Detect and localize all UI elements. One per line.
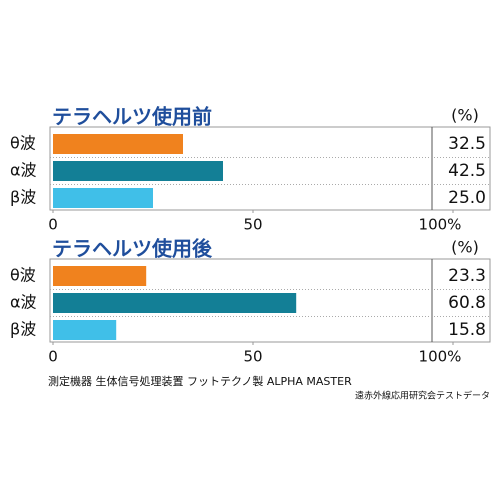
bar bbox=[53, 188, 153, 208]
bar bbox=[53, 320, 117, 340]
value-label: 42.5 bbox=[448, 161, 486, 181]
footer-source: 遠赤外線応用研究会テストデータ bbox=[355, 390, 490, 402]
value-label: 23.3 bbox=[448, 266, 486, 286]
bar bbox=[53, 266, 147, 286]
x-tick-label: 50 bbox=[243, 216, 262, 234]
category-label: β波 bbox=[10, 320, 36, 339]
chart-title: テラヘルツ使用後 bbox=[52, 237, 213, 261]
plot-frame bbox=[49, 258, 491, 343]
category-label: θ波 bbox=[10, 134, 36, 153]
value-label: 15.8 bbox=[448, 320, 486, 340]
category-label: β波 bbox=[10, 188, 36, 207]
x-tick-label: 0 bbox=[48, 348, 58, 366]
plot-frame bbox=[49, 126, 491, 211]
bar bbox=[53, 161, 223, 181]
unit-label: (%) bbox=[451, 106, 479, 125]
x-tick-label: 0 bbox=[48, 216, 58, 234]
bar bbox=[53, 293, 297, 313]
x-tick-label: 100% bbox=[419, 216, 462, 234]
bar bbox=[53, 134, 183, 154]
category-label: θ波 bbox=[10, 266, 36, 285]
footer-note: 測定機器 生体信号処理装置 フットテクノ製 ALPHA MASTER bbox=[48, 374, 352, 388]
category-label: α波 bbox=[10, 293, 37, 312]
value-label: 32.5 bbox=[448, 134, 486, 154]
unit-label: (%) bbox=[451, 238, 479, 257]
chart-title: テラヘルツ使用前 bbox=[52, 105, 212, 129]
x-tick-label: 50 bbox=[243, 348, 262, 366]
value-label: 25.0 bbox=[448, 188, 486, 208]
value-label: 60.8 bbox=[448, 293, 486, 313]
x-tick-label: 100% bbox=[419, 348, 462, 366]
category-label: α波 bbox=[10, 161, 37, 180]
